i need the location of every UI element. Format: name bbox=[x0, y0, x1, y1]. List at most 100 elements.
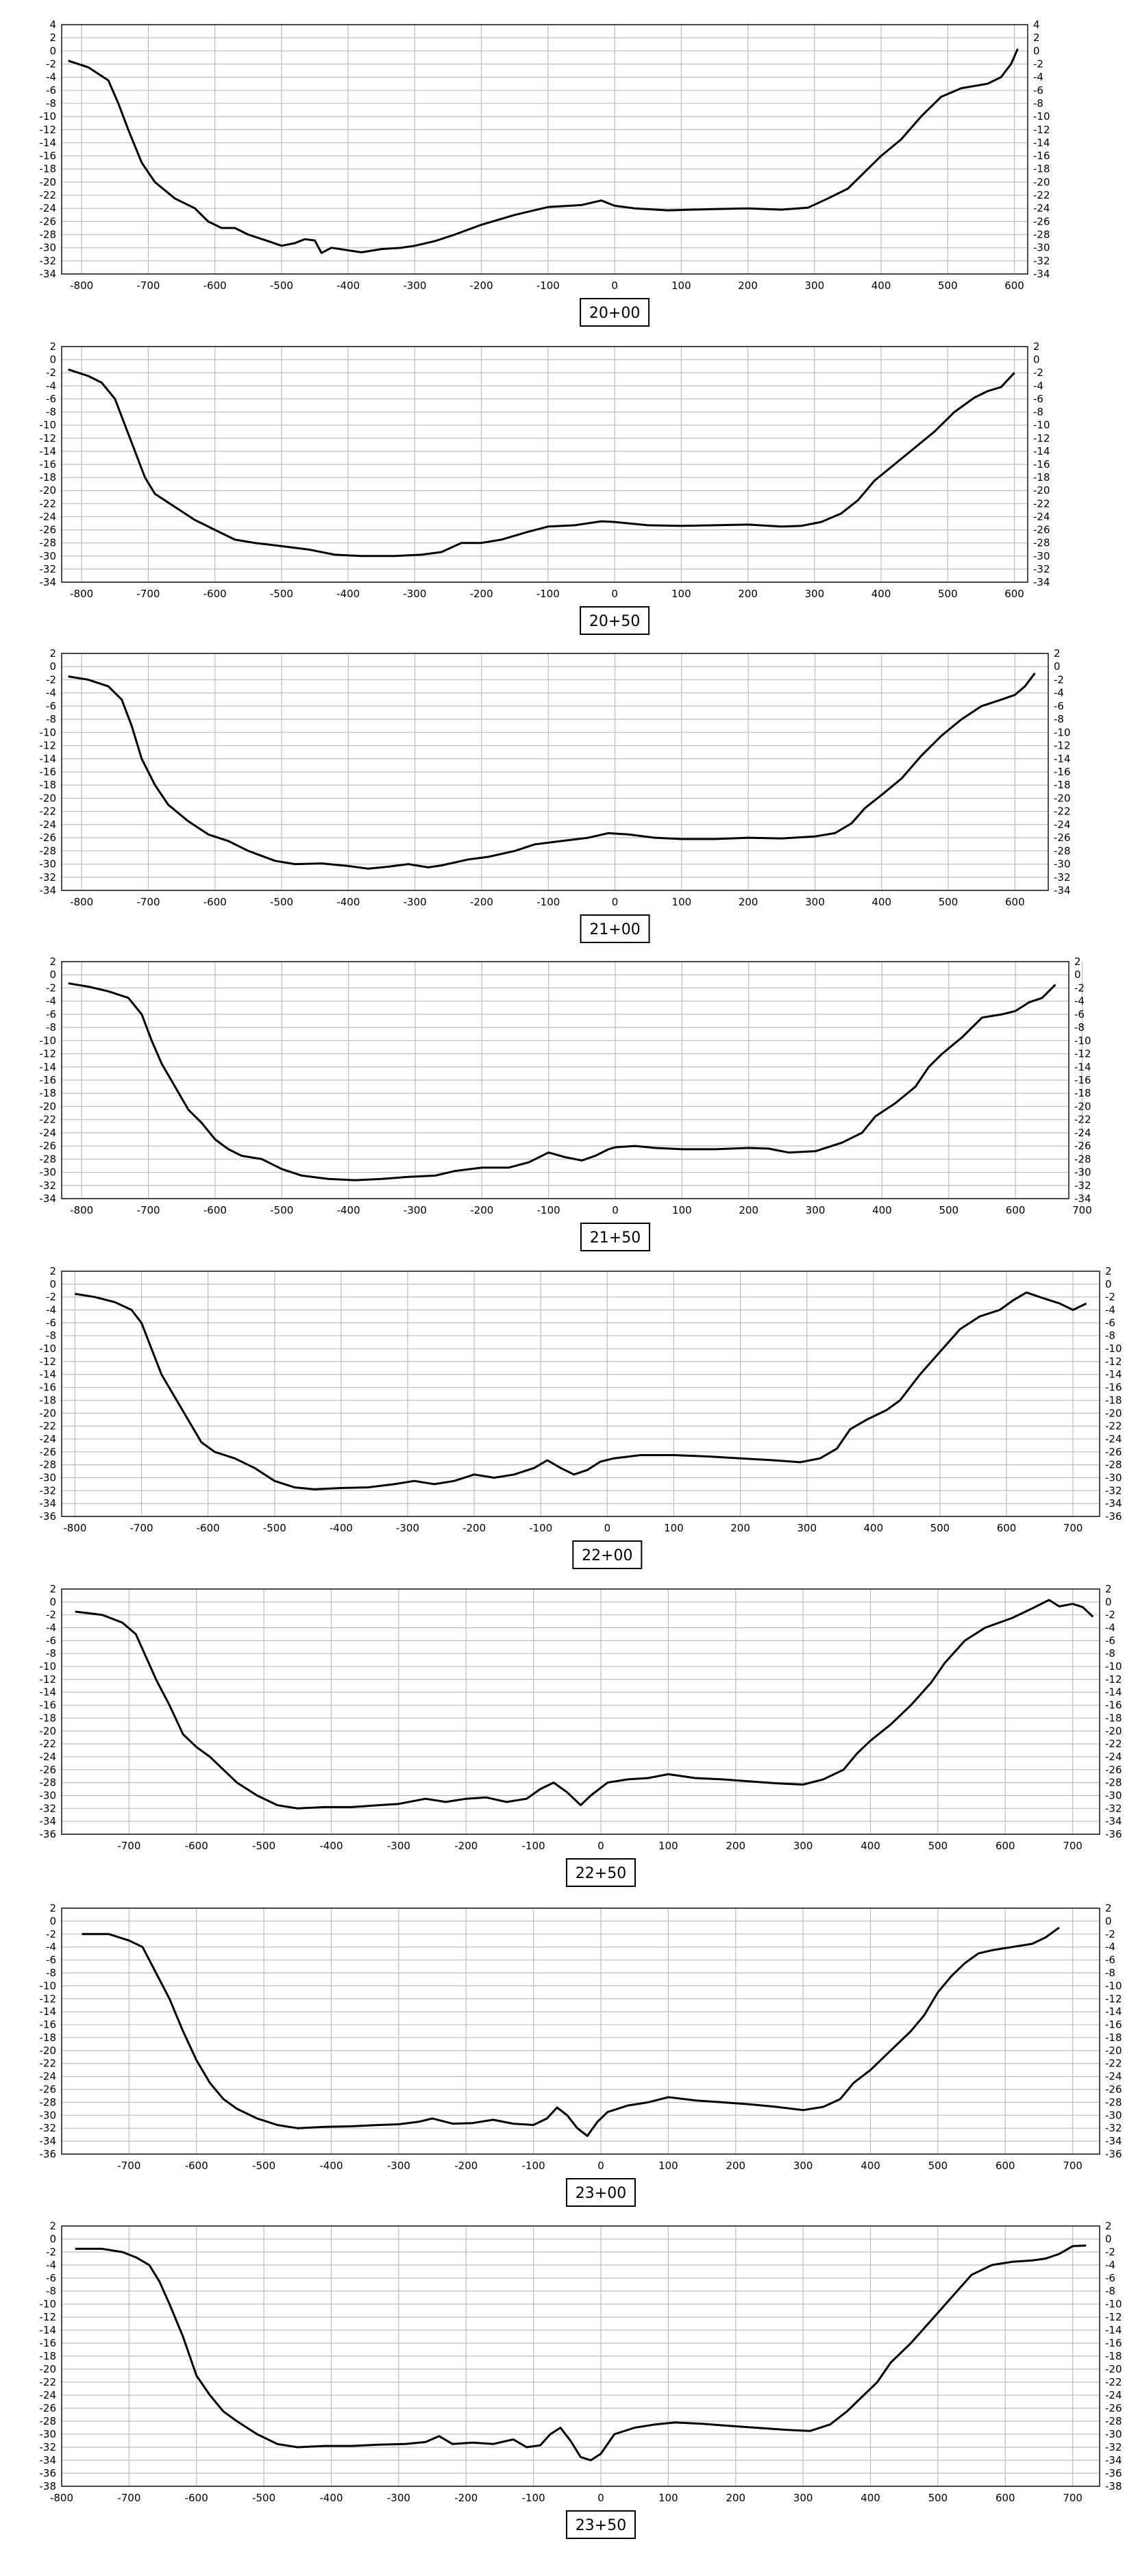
x-tick-label: 600 bbox=[1005, 896, 1025, 908]
y-tick-label-right: -20 bbox=[1033, 484, 1050, 497]
y-tick-label-right: -18 bbox=[1105, 1394, 1122, 1406]
x-tick-label: 200 bbox=[726, 2492, 745, 2504]
x-tick-label: 300 bbox=[797, 1522, 817, 1534]
y-tick-label-right: 0 bbox=[1105, 1278, 1112, 1290]
plot-frame bbox=[61, 1908, 1100, 2155]
y-tick-label-left: -8 bbox=[46, 406, 56, 418]
y-tick-label-left: -4 bbox=[46, 995, 56, 1008]
x-tick-label: -100 bbox=[522, 2492, 545, 2504]
profile-line bbox=[68, 982, 1056, 1181]
y-tick-label-left: 0 bbox=[49, 1596, 56, 1608]
y-tick-label-left: -4 bbox=[46, 71, 56, 84]
y-tick-label-left: -26 bbox=[40, 2084, 57, 2096]
y-tick-label-left: -38 bbox=[40, 2480, 57, 2492]
y-tick-label-right: -36 bbox=[1105, 1510, 1122, 1523]
y-tick-label-left: -10 bbox=[40, 1979, 57, 1992]
plot-frame bbox=[61, 2225, 1100, 2487]
y-tick-label-left: -20 bbox=[40, 1100, 57, 1112]
y-tick-label-right: -30 bbox=[1105, 1471, 1122, 1484]
x-tick-label: 500 bbox=[939, 896, 958, 908]
y-tick-label-left: -4 bbox=[46, 2259, 56, 2271]
y-tick-label-left: 2 bbox=[49, 340, 56, 353]
y-tick-label-right: -20 bbox=[1054, 792, 1071, 804]
y-tick-label-left: -10 bbox=[40, 726, 57, 738]
y-tick-label-left: -14 bbox=[40, 1061, 57, 1073]
y-tick-label-right: -10 bbox=[1105, 1979, 1122, 1992]
x-tick-label: -200 bbox=[470, 279, 493, 292]
x-tick-label: -400 bbox=[319, 2160, 343, 2172]
y-tick-label-right: -6 bbox=[1054, 700, 1064, 712]
y-tick-label-right: 0 bbox=[1074, 968, 1081, 981]
y-tick-label-right: -14 bbox=[1105, 2005, 1122, 2018]
y-tick-label-left: -22 bbox=[40, 497, 57, 510]
station-label-box bbox=[580, 606, 650, 635]
x-tick-label: 0 bbox=[611, 588, 618, 600]
x-tick-label: 700 bbox=[1063, 1840, 1083, 1852]
x-tick-label: -600 bbox=[203, 588, 227, 600]
y-tick-label-left: -30 bbox=[40, 1789, 57, 1801]
chart-20+50: 2 20 0-2 -2-4 -4-6 -6-8 -8-10 -10-12 -12-14 -14-1… bbox=[40, 340, 1050, 635]
station-label: 20+50 bbox=[589, 613, 640, 630]
y-tick-label-left: -12 bbox=[40, 123, 57, 136]
y-tick-label-right: -12 bbox=[1054, 740, 1071, 752]
y-tick-label-right: 2 bbox=[1033, 340, 1040, 353]
x-tick-label: 600 bbox=[995, 2492, 1015, 2504]
y-tick-label-right: -18 bbox=[1033, 471, 1050, 484]
y-tick-label-right: -28 bbox=[1105, 2415, 1122, 2427]
x-tick-label: -800 bbox=[63, 1522, 86, 1534]
y-tick-label-left: 2 bbox=[49, 32, 56, 44]
y-tick-label-left: -10 bbox=[40, 110, 57, 123]
x-tick-label: 500 bbox=[928, 2492, 948, 2504]
x-tick-label: 100 bbox=[672, 1204, 692, 1216]
y-tick-label-left: -2 bbox=[46, 366, 56, 379]
y-tick-label-right: -4 bbox=[1105, 1622, 1115, 1634]
y-tick-label-right: -14 bbox=[1105, 2324, 1122, 2336]
y-tick-label-left: -26 bbox=[40, 215, 57, 227]
y-tick-label-right: -26 bbox=[1054, 831, 1071, 844]
y-tick-label-left: -14 bbox=[40, 136, 57, 149]
x-tick-label: 100 bbox=[672, 896, 692, 908]
y-tick-label-right: -32 bbox=[1033, 255, 1050, 267]
x-tick-label: 300 bbox=[793, 1840, 813, 1852]
x-tick-label: -600 bbox=[203, 896, 227, 908]
y-tick-label-right: -18 bbox=[1105, 1712, 1122, 1724]
x-tick-label: -500 bbox=[252, 2492, 275, 2504]
x-tick-label: 100 bbox=[658, 2492, 678, 2504]
y-tick-label-right: -12 bbox=[1105, 1992, 1122, 2005]
x-tick-label: -500 bbox=[270, 1204, 293, 1216]
y-tick-label-left: -16 bbox=[40, 150, 57, 162]
chart-23+50: 2 20 0-2 -2-4 -4-6 -6-8 -8-10 -10-12 -12-14 -14-1… bbox=[40, 2220, 1122, 2539]
y-tick-label-right: -22 bbox=[1105, 2376, 1122, 2388]
x-tick-label: -100 bbox=[536, 896, 560, 908]
y-tick-label-right: -22 bbox=[1074, 1114, 1091, 1126]
x-tick-label: -100 bbox=[522, 2160, 545, 2172]
y-tick-label-left: -32 bbox=[40, 1802, 57, 1814]
y-tick-label-right: -20 bbox=[1105, 2363, 1122, 2375]
y-tick-label-right: -14 bbox=[1054, 753, 1071, 765]
y-tick-label-left: -6 bbox=[46, 2272, 56, 2284]
y-tick-label-left: -18 bbox=[40, 2350, 57, 2362]
x-tick-label: 300 bbox=[793, 2492, 813, 2504]
y-tick-label-right: -6 bbox=[1033, 392, 1043, 405]
grid bbox=[62, 961, 1083, 1199]
y-tick-label-right: -36 bbox=[1105, 2467, 1122, 2479]
station-label: 23+50 bbox=[576, 2517, 626, 2534]
x-tick-label: -400 bbox=[336, 588, 360, 600]
y-tick-label-left: -18 bbox=[40, 2031, 57, 2044]
x-tick-label: 400 bbox=[863, 1522, 883, 1534]
x-tick-label: 300 bbox=[806, 1204, 826, 1216]
station-label: 22+00 bbox=[582, 1547, 632, 1564]
y-tick-label-left: 0 bbox=[49, 353, 56, 366]
x-tick-label: 200 bbox=[738, 588, 758, 600]
y-tick-label-left: 2 bbox=[49, 647, 56, 660]
x-tick-label: 400 bbox=[861, 2160, 880, 2172]
y-tick-label-left: -8 bbox=[46, 713, 56, 725]
y-tick-label-right: -30 bbox=[1105, 2428, 1122, 2440]
y-tick-label-left: -16 bbox=[40, 2337, 57, 2349]
plot-frame bbox=[61, 24, 1028, 275]
chart-21+50: 2 20 0-2 -2-4 -4-6 -6-8 -8-10 -10-12 -12-14 -14-1… bbox=[40, 955, 1092, 1251]
y-tick-label-left: 0 bbox=[49, 660, 56, 673]
y-tick-label-right: -6 bbox=[1105, 1954, 1115, 1966]
y-tick-label-left: -2 bbox=[46, 673, 56, 686]
y-tick-label-right: -20 bbox=[1074, 1100, 1091, 1112]
